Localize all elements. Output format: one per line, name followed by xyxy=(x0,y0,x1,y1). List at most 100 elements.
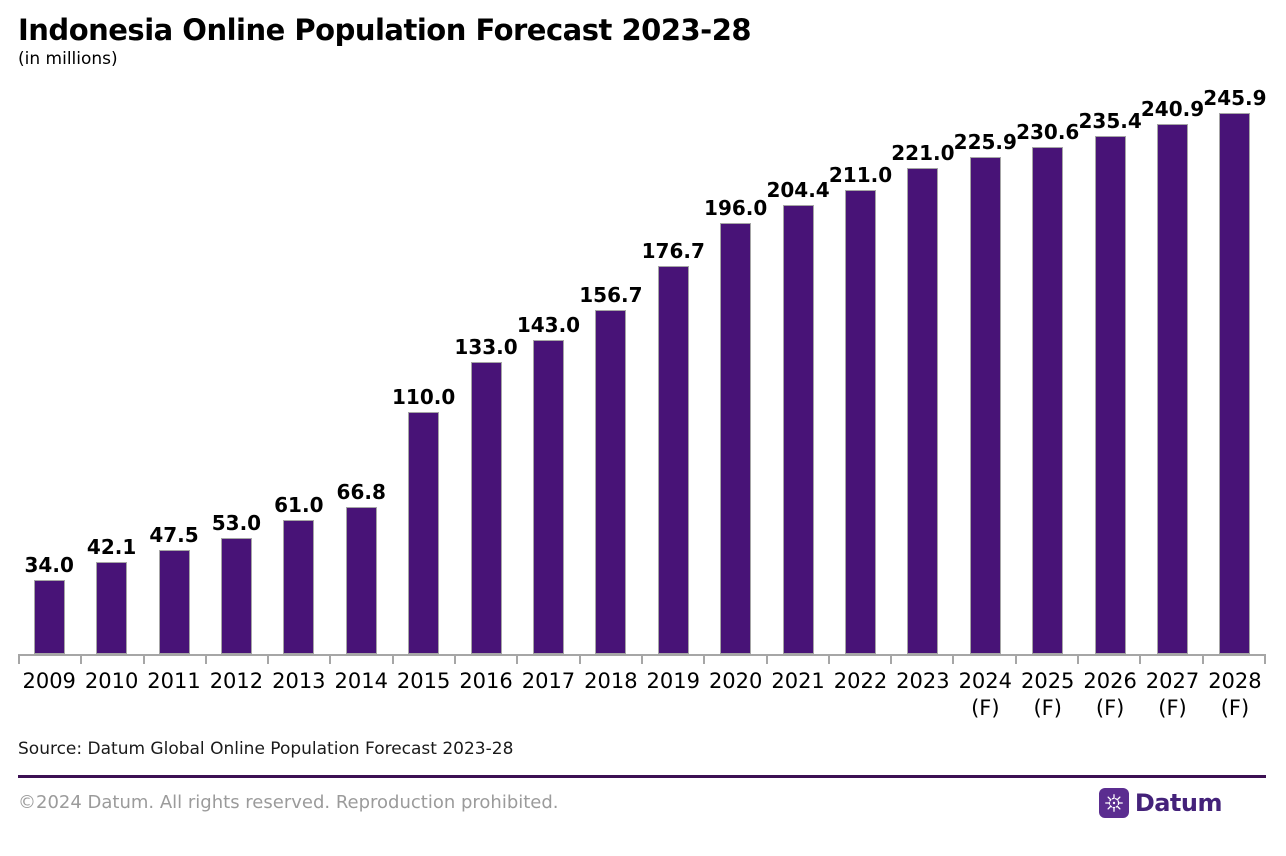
x-axis-label: 2014 xyxy=(334,669,388,694)
bar-value-label: 225.9 xyxy=(953,130,1017,155)
bar xyxy=(1157,124,1189,655)
bar-group: 156.7 xyxy=(579,283,643,655)
bar-group: 34.0 xyxy=(18,553,80,655)
x-axis-label: 2012 xyxy=(209,669,264,694)
brand-name: Datum xyxy=(1134,788,1223,817)
x-axis-label: 2023 xyxy=(896,669,950,694)
axis-tick xyxy=(142,656,205,665)
axis-tick xyxy=(329,656,391,665)
source-note: Source: Datum Global Online Population F… xyxy=(18,738,514,759)
axis-tick xyxy=(1014,656,1077,665)
x-axis-label: 2028 (F) xyxy=(1204,668,1266,721)
bar-group: 230.6 xyxy=(1016,120,1080,655)
axis-tick xyxy=(18,656,80,665)
bar-value-label: 61.0 xyxy=(274,493,324,518)
datum-snowflake-icon xyxy=(1098,787,1129,818)
bar-group: 225.9 xyxy=(953,130,1017,655)
bar-value-label: 133.0 xyxy=(454,334,518,359)
bar xyxy=(907,168,939,655)
footer: ©2024 Datum. All rights reserved. Reprod… xyxy=(18,787,1266,818)
bar-group: 66.8 xyxy=(330,480,392,655)
bar xyxy=(969,157,1001,655)
chart-subtitle: (in millions) xyxy=(18,49,118,70)
bar-value-label: 110.0 xyxy=(392,385,456,410)
bar-group: 245.9 xyxy=(1203,86,1267,655)
axis-tick xyxy=(454,656,516,665)
footer-divider xyxy=(18,774,1266,778)
bar-value-label: 34.0 xyxy=(24,552,74,577)
bar-group: 176.7 xyxy=(641,238,705,655)
bar xyxy=(345,507,377,655)
bar-value-label: 211.0 xyxy=(828,163,893,188)
forecast-note: (F) xyxy=(1033,695,1062,720)
x-axis-label: 2009 xyxy=(22,669,76,694)
bar-group: 42.1 xyxy=(80,535,142,655)
bar-group: 235.4 xyxy=(1078,109,1142,655)
bar-value-label: 176.7 xyxy=(641,238,705,263)
bar xyxy=(657,265,689,655)
bar-group: 204.4 xyxy=(766,178,830,655)
axis-tick xyxy=(1139,656,1201,665)
x-axis-label: 2021 xyxy=(771,669,825,694)
forecast-note: (F) xyxy=(1095,695,1125,720)
bar-value-label: 235.4 xyxy=(1078,109,1142,134)
x-axis-label: 2019 xyxy=(646,669,700,694)
bar-value-label: 230.6 xyxy=(1016,120,1080,145)
axis-tick xyxy=(765,656,828,665)
x-axis-label: 2013 xyxy=(272,669,326,694)
x-axis-label: 2027 (F) xyxy=(1141,668,1203,721)
x-axis-label: 2025 (F) xyxy=(1017,668,1079,721)
forecast-note: (F) xyxy=(1220,695,1250,720)
bar xyxy=(782,204,814,655)
bar-value-label: 196.0 xyxy=(704,196,768,221)
axis-tick xyxy=(80,656,142,665)
bar-group: 221.0 xyxy=(891,141,955,655)
bar-value-label: 53.0 xyxy=(211,510,262,535)
bar-group: 53.0 xyxy=(205,511,267,655)
copyright-text: ©2024 Datum. All rights reserved. Reprod… xyxy=(18,792,559,814)
bar-group: 240.9 xyxy=(1140,97,1205,655)
chart-title: Indonesia Online Population Forecast 202… xyxy=(18,13,752,47)
bar-group: 110.0 xyxy=(392,385,456,655)
axis-tick xyxy=(890,656,952,665)
bar xyxy=(470,361,502,655)
bar xyxy=(408,412,440,655)
bar xyxy=(1094,136,1126,655)
x-axis-labels: 2009 2010 2011 2012 2013 2014 2015 2016 2017 2018… xyxy=(18,668,1266,721)
x-axis-ticks xyxy=(18,656,1266,665)
plot-area: 34.0 42.1 47.5 53.0 61.0 66.8 110.0 133.0 143.0 1… xyxy=(18,81,1267,657)
bar-value-label: 42.1 xyxy=(86,534,137,559)
bar-value-label: 240.9 xyxy=(1140,97,1205,122)
forecast-note: (F) xyxy=(971,695,1000,720)
bar-group: 61.0 xyxy=(268,493,330,655)
bar-value-label: 245.9 xyxy=(1203,86,1267,111)
bar-value-label: 143.0 xyxy=(516,312,581,337)
bar xyxy=(844,190,876,655)
bar-group: 133.0 xyxy=(454,334,518,655)
bar xyxy=(96,561,128,655)
bar xyxy=(1219,113,1251,655)
bar xyxy=(595,309,627,655)
axis-tick xyxy=(640,656,703,665)
bar xyxy=(720,223,752,655)
x-axis-label: 2011 xyxy=(147,669,201,694)
x-axis-label: 2024 (F) xyxy=(954,668,1016,721)
axis-tick xyxy=(952,656,1014,665)
x-axis-label: 2020 xyxy=(708,669,763,694)
bar-value-label: 47.5 xyxy=(149,522,199,547)
bar-value-label: 221.0 xyxy=(891,141,955,166)
x-axis-label: 2016 xyxy=(459,669,513,694)
x-axis-label: 2017 xyxy=(521,669,576,694)
axis-tick xyxy=(204,656,267,665)
x-axis-label: 2018 xyxy=(584,669,638,694)
bar-group: 143.0 xyxy=(516,312,581,655)
axis-tick xyxy=(267,656,329,665)
x-axis-label: 2010 xyxy=(84,669,139,694)
brand-logo: Datum xyxy=(1098,787,1223,818)
forecast-note: (F) xyxy=(1158,695,1187,720)
axis-tick xyxy=(578,656,641,665)
bar-group: 211.0 xyxy=(828,163,893,655)
bar xyxy=(1032,147,1064,655)
bar-chart: 34.0 42.1 47.5 53.0 61.0 66.8 110.0 133.0 143.0 1… xyxy=(18,81,1267,721)
